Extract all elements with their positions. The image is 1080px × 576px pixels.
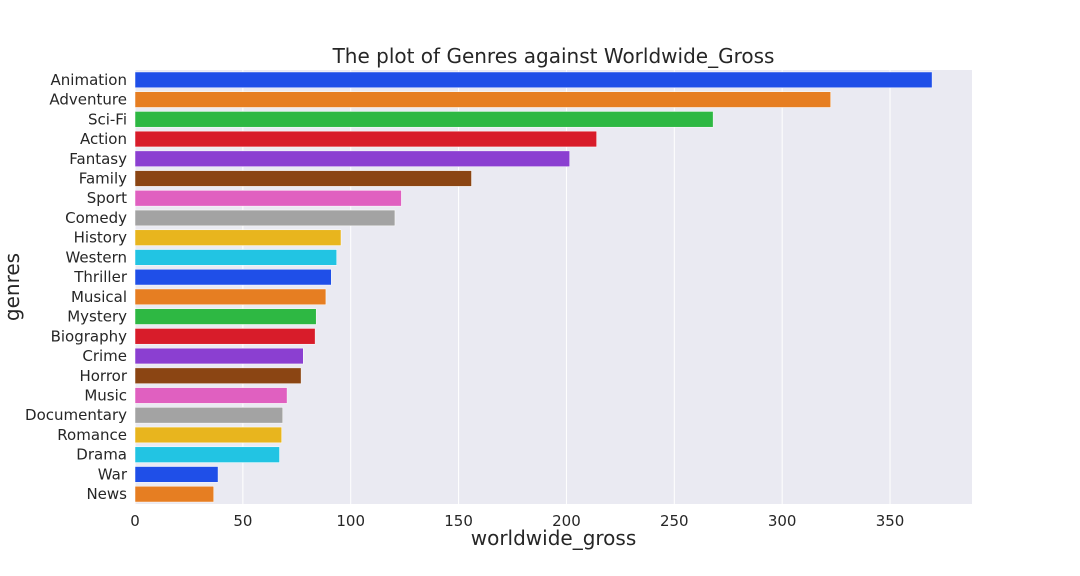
y-tick-label-crime: Crime bbox=[82, 347, 127, 365]
y-tick-label-biography: Biography bbox=[51, 327, 128, 345]
y-tick-label-adventure: Adventure bbox=[49, 91, 127, 109]
x-tick-label-350: 350 bbox=[876, 512, 905, 530]
x-tick-label-200: 200 bbox=[552, 512, 581, 530]
bar-action bbox=[134, 130, 597, 148]
bar-thriller bbox=[134, 268, 332, 286]
y-tick-label-sci-fi: Sci-Fi bbox=[88, 110, 127, 128]
y-tick-label-war: War bbox=[98, 465, 128, 483]
bar-fantasy bbox=[134, 150, 570, 167]
bar-history bbox=[134, 229, 342, 246]
y-tick-label-documentary: Documentary bbox=[25, 406, 127, 424]
y-tick-label-sport: Sport bbox=[87, 189, 127, 207]
bar-sci-fi bbox=[134, 111, 714, 128]
bar-music bbox=[134, 387, 288, 404]
y-tick-label-family: Family bbox=[79, 170, 127, 188]
bar-mystery bbox=[134, 308, 317, 325]
y-tick-label-music: Music bbox=[84, 387, 127, 405]
y-tick-label-musical: Musical bbox=[71, 288, 127, 306]
x-tick-labels: 0 50 100 150 200 250 300 350 bbox=[130, 512, 904, 530]
x-tick-label-100: 100 bbox=[336, 512, 365, 530]
bar-drama bbox=[134, 446, 280, 463]
bar-sport bbox=[134, 190, 402, 207]
x-tick-label-50: 50 bbox=[233, 512, 252, 530]
bar-crime bbox=[134, 347, 304, 365]
y-tick-label-history: History bbox=[74, 229, 127, 247]
y-axis-title: genres bbox=[0, 253, 24, 321]
y-tick-label-action: Action bbox=[80, 130, 127, 148]
y-tick-label-animation: Animation bbox=[51, 71, 127, 89]
bar-biography bbox=[134, 328, 316, 345]
x-tick-label-150: 150 bbox=[444, 512, 473, 530]
bar-musical bbox=[134, 288, 327, 306]
bar-animation bbox=[134, 71, 933, 89]
chart-title: The plot of Genres against Worldwide_Gro… bbox=[332, 44, 775, 68]
x-tick-label-0: 0 bbox=[130, 512, 140, 530]
bar-romance bbox=[134, 426, 282, 444]
y-tick-label-fantasy: Fantasy bbox=[69, 150, 127, 168]
y-tick-label-news: News bbox=[86, 485, 127, 503]
bar-war bbox=[134, 466, 219, 483]
bar-comedy bbox=[134, 209, 396, 227]
bar-western bbox=[134, 249, 337, 266]
bar-family bbox=[134, 170, 472, 187]
bar-horror bbox=[134, 367, 302, 384]
y-tick-label-comedy: Comedy bbox=[65, 209, 127, 227]
bars bbox=[134, 71, 933, 503]
y-tick-label-thriller: Thriller bbox=[73, 268, 128, 286]
x-axis-title: worldwide_gross bbox=[471, 526, 637, 550]
y-tick-label-drama: Drama bbox=[76, 446, 127, 464]
bar-adventure bbox=[134, 91, 831, 108]
bar-news bbox=[134, 485, 214, 503]
y-tick-label-romance: Romance bbox=[57, 426, 127, 444]
y-tick-label-mystery: Mystery bbox=[67, 308, 127, 326]
x-tick-label-300: 300 bbox=[768, 512, 797, 530]
bar-documentary bbox=[134, 407, 284, 424]
y-tick-label-western: Western bbox=[65, 248, 127, 266]
y-tick-label-horror: Horror bbox=[79, 367, 127, 385]
x-tick-label-250: 250 bbox=[660, 512, 689, 530]
